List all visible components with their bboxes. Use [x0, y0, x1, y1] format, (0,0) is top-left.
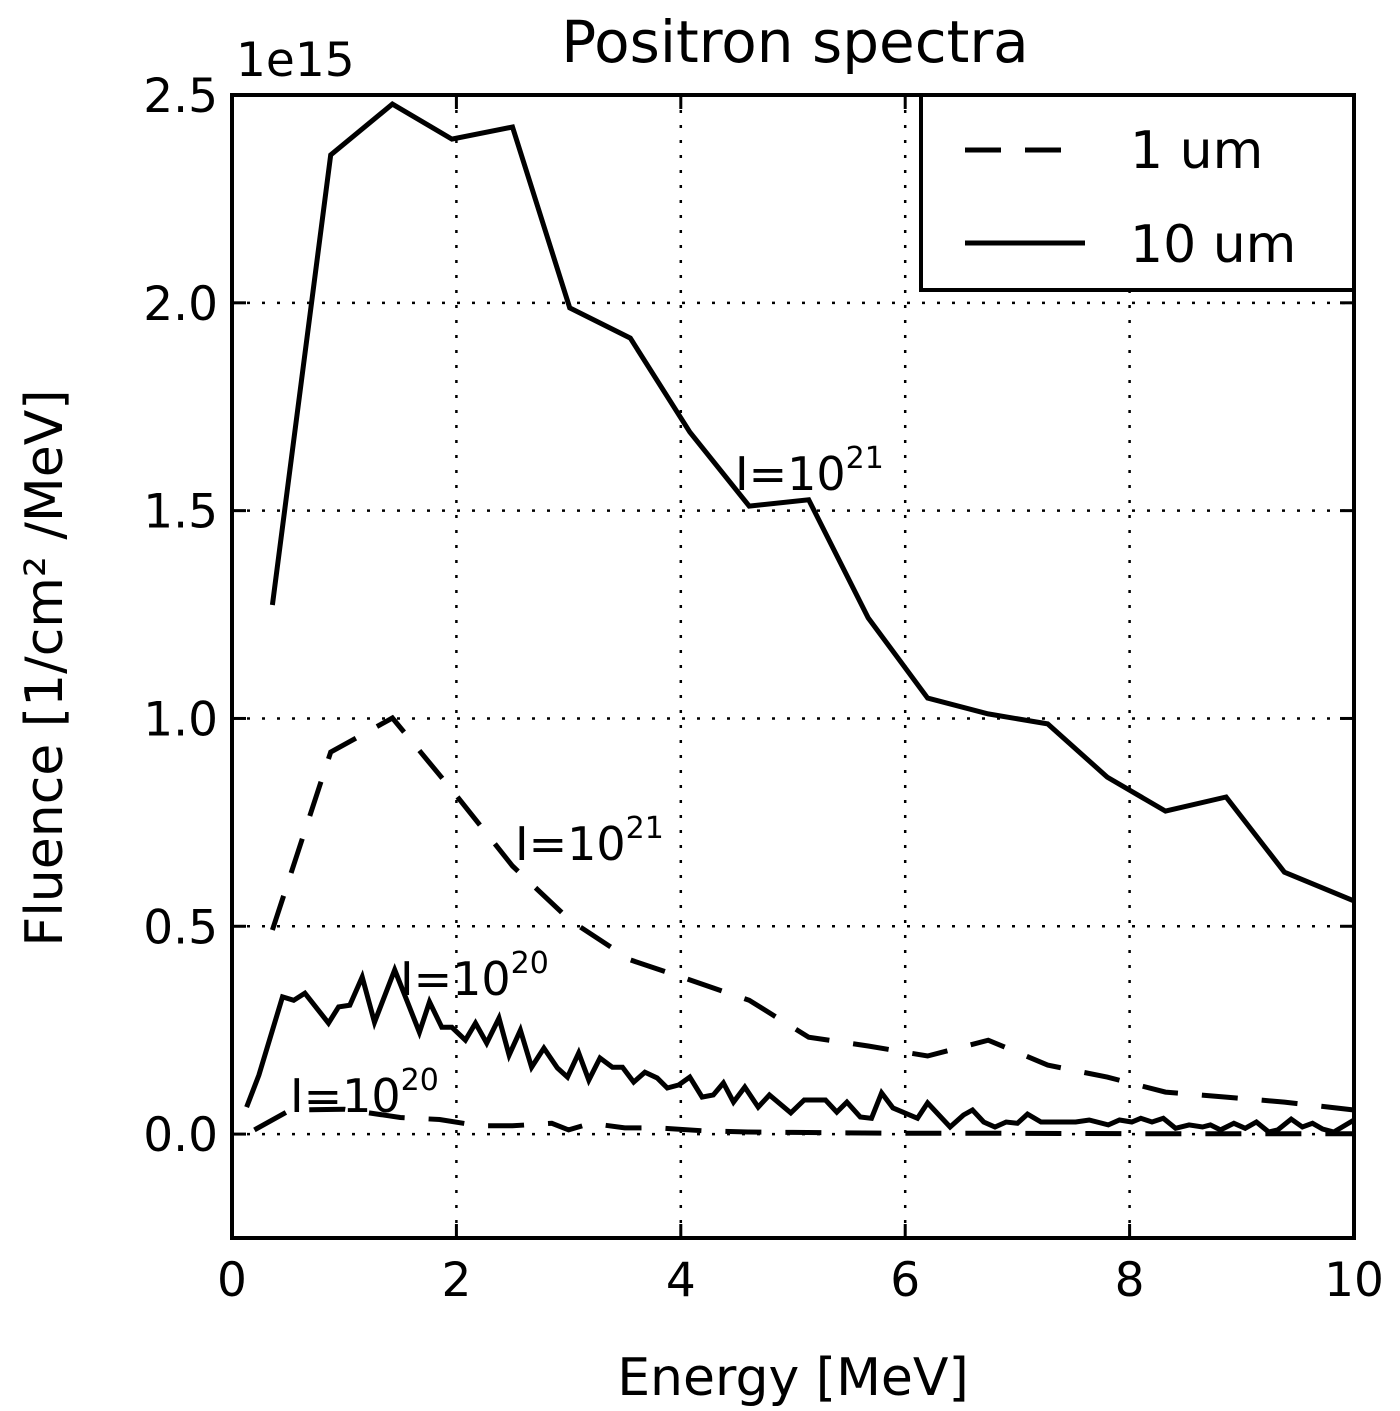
legend: 1 um 10 um [919, 93, 1356, 292]
legend-label-10um: 10 um [1130, 215, 1296, 275]
y-tick-label: 2.5 [143, 69, 218, 124]
annotation-exponent: 20 [401, 1063, 439, 1098]
annotation-base: I=10 [290, 1069, 401, 1123]
y-tick-label: 2.0 [143, 277, 218, 332]
annotation-base: I=10 [515, 817, 626, 871]
chart-title: Positron spectra [561, 8, 1028, 76]
series-line-2-solid [244, 963, 1356, 1135]
series-group [244, 101, 1356, 1137]
annotation-exponent: 21 [626, 811, 664, 846]
x-tick-label: 8 [1115, 1253, 1145, 1308]
series-line-1-dashed [270, 714, 1355, 1113]
y-scale-label: 1e15 [236, 33, 355, 88]
series-line-3-dashed [253, 1106, 1354, 1137]
legend-box [919, 93, 1356, 292]
series-annotation: I=1020 [400, 946, 549, 1006]
series-annotation: I=1021 [515, 811, 664, 871]
y-tick-label: 1.0 [143, 692, 218, 747]
x-tick-label: 2 [441, 1253, 471, 1308]
plot-frame [230, 93, 1356, 1240]
ticks: 0 2 4 6 8 10 0.0 0.5 1.0 1.5 2.0 2.5 [143, 69, 1384, 1308]
annotation-exponent: 20 [511, 946, 549, 981]
annotation-base: I=10 [735, 447, 846, 501]
x-tick-label: 6 [890, 1253, 920, 1308]
annotation-exponent: 21 [846, 441, 884, 476]
annotation-base: I=10 [400, 952, 511, 1006]
y-tick-label: 0.5 [143, 900, 218, 955]
x-tick-label: 0 [217, 1253, 247, 1308]
x-axis-label: Energy [MeV] [617, 1348, 969, 1408]
legend-label-1um: 1 um [1130, 121, 1263, 181]
x-tick-label: 4 [666, 1253, 696, 1308]
series-annotation: I=1021 [735, 441, 884, 501]
y-axis-label: Fluence [1/cm² /MeV] [15, 389, 75, 946]
y-tick-label: 1.5 [143, 485, 218, 540]
series-line-0-solid [269, 101, 1355, 904]
series-annotation: I=1020 [290, 1063, 439, 1123]
y-tick-label: 0.0 [143, 1108, 218, 1163]
x-tick-label: 10 [1324, 1253, 1384, 1308]
